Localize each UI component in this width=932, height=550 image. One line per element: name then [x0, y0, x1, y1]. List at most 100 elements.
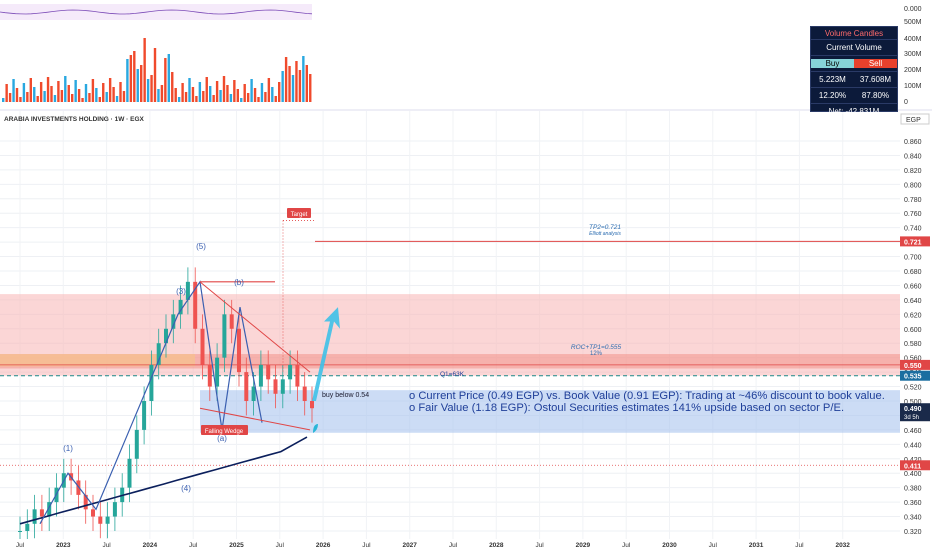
sell-volume: 37.608M [859, 75, 892, 84]
net-volume: Net: -42.831M [828, 107, 880, 116]
volume-bar [240, 98, 243, 102]
volume-bar [202, 91, 205, 102]
candle-body [215, 357, 220, 387]
volume-bar [188, 78, 191, 102]
candle-body [295, 364, 300, 387]
price-tag-target-bg [900, 236, 930, 247]
y-tick-label: 0.440 [904, 442, 922, 449]
volume-bar [119, 82, 122, 102]
volume-bar [209, 86, 212, 102]
x-axis: Jul 2023 Jul 2024 Jul 2025 Jul 2026 Jul 2027 Jul 20… [0, 539, 932, 550]
x-tick-label: Jul [189, 542, 198, 549]
volume-bar [115, 96, 119, 102]
candle-body [222, 314, 227, 358]
price-tag-current-bg [900, 403, 930, 422]
volume-bar [129, 55, 133, 102]
orange-band [0, 354, 195, 367]
candle-body [273, 379, 278, 394]
tp2-label: TP2=0.721 [589, 224, 621, 231]
volume-bar [84, 84, 88, 102]
x-tick-label: Jul [709, 542, 718, 549]
wedge-upper [199, 281, 311, 373]
candle-body [280, 379, 285, 394]
y-tick-label: 0.640 [904, 298, 922, 305]
volume-bar [22, 83, 26, 102]
y-tick-label: 0.380 [904, 486, 922, 493]
volume-bar [102, 83, 105, 102]
wedge-lower [199, 407, 311, 431]
volume-bar [88, 93, 91, 102]
candle-body [266, 364, 271, 380]
volume-bar [26, 92, 29, 102]
candle-body [47, 502, 52, 517]
price-tag-550: 0.550 [904, 363, 922, 370]
x-tick-label: Jul [102, 542, 111, 549]
x-tick-label: 2029 [576, 542, 591, 549]
volume-bar [150, 75, 153, 102]
candle-body [302, 386, 307, 401]
volume-bar [309, 74, 312, 102]
y-tick-label: 0.620 [904, 312, 922, 319]
y-tick-label: 0.320 [904, 529, 922, 536]
buy-below-label: buy below 0.54 [322, 392, 369, 399]
candle-body [251, 386, 256, 401]
y-tick-label: 0.660 [904, 283, 922, 290]
price-tag-535: 0.535 [904, 374, 922, 381]
candle-body [258, 364, 263, 387]
volume-bar [212, 95, 215, 102]
y-tick-label: 0.700 [904, 255, 922, 262]
volume-bar [219, 90, 222, 102]
volume-bar [91, 79, 95, 102]
volume-bar [191, 87, 195, 102]
volume-bar [15, 88, 19, 102]
price-tag-411-bg [900, 460, 930, 471]
volume-bar [98, 97, 101, 102]
candle-body [185, 281, 190, 300]
y-tick-label: 0.760 [904, 211, 922, 218]
y-tick-label: 0.340 [904, 515, 922, 522]
volume-bar [160, 85, 164, 102]
wave-b-label: (b) [234, 278, 244, 287]
x-tick-label: Jul [449, 542, 458, 549]
volume-bar [271, 87, 274, 102]
volume-bar [112, 87, 115, 102]
candle-body [288, 364, 293, 380]
volume-bar [136, 69, 139, 102]
candle-body [310, 401, 314, 409]
candle-body [229, 314, 234, 329]
volume-bar [146, 79, 150, 102]
x-tick-label: 2031 [749, 542, 764, 549]
x-tick-label: Jul [276, 542, 285, 549]
candle-body [142, 401, 147, 430]
y-tick-label: 0.400 [904, 471, 922, 478]
x-tick-label: 2028 [489, 542, 504, 549]
volume-tick-label: 200M [904, 67, 922, 74]
elliott-wave-path [39, 280, 263, 525]
volume-bar [133, 51, 136, 102]
y-tick-label: 0.560 [904, 356, 922, 363]
candle-body [193, 281, 198, 329]
buy-volume: 5.223M [819, 75, 846, 84]
volume-bar [19, 97, 22, 102]
wave-a-label: (a) [217, 434, 227, 443]
volume-bar [12, 79, 15, 102]
moving-average-line [19, 436, 308, 525]
volume-bar [77, 89, 81, 102]
volume-bar [143, 38, 146, 102]
volume-bar [302, 56, 305, 102]
wave-4-label: (4) [181, 484, 191, 493]
note-fair-value: o Fair Value (1.18 EGP): Ostoul Securiti… [409, 402, 845, 414]
volume-bar [195, 96, 198, 102]
candle-body [112, 502, 117, 517]
x-tick-label: 2025 [229, 542, 244, 549]
volume-bar [260, 83, 264, 102]
volume-bar [71, 94, 74, 102]
y-tick-label: 0.800 [904, 182, 922, 189]
candle-body [39, 509, 44, 517]
y-tick-label: 0.740 [904, 226, 922, 233]
volume-ticks: 500M 400M 300M 200M 100M 0 [904, 19, 922, 106]
wave-1-label: (1) [63, 444, 73, 453]
candle-body [149, 364, 154, 401]
roc-label: ROC+TP1=0.555 [571, 344, 622, 351]
candle-body [18, 531, 22, 532]
